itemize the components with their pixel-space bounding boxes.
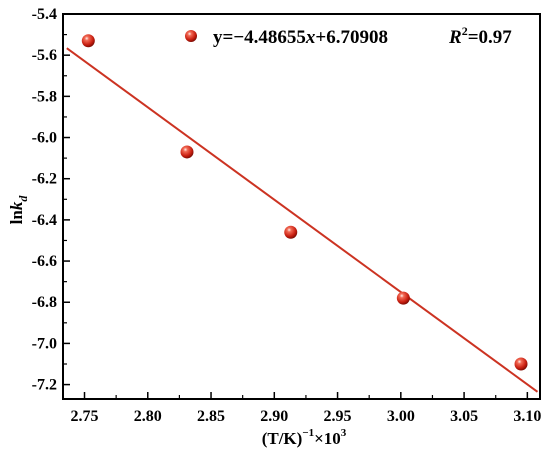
x-tick-label: 3.10: [513, 408, 541, 425]
y-tick-label: -5.6: [32, 47, 57, 64]
x-tick-label: 2.85: [197, 408, 225, 425]
x-tick-label: 3.05: [450, 408, 478, 425]
y-axis-title-main: ln: [7, 210, 26, 225]
legend-r-value: =0.97: [468, 27, 513, 48]
plot-frame: [62, 13, 541, 400]
x-axis-title-main: (T/K): [262, 429, 303, 448]
y-tick-label: -7.0: [32, 335, 57, 352]
y-tick-label: -6.0: [32, 130, 57, 147]
y-tick-label: -6.2: [32, 171, 57, 188]
legend-marker: [185, 30, 197, 42]
legend-eq-prefix: y=−4.48655: [213, 27, 306, 48]
legend-r-squared: R2=0.97: [448, 24, 512, 48]
y-tick-label: -6.6: [32, 253, 57, 270]
y-tick-label: -6.4: [32, 212, 57, 229]
fit-line: [66, 47, 539, 393]
x-axis-title-sup2: 3: [341, 427, 347, 439]
x-tick-label: 3.00: [387, 408, 415, 425]
y-tick-label: -5.8: [32, 88, 57, 105]
legend-eq-var: x: [305, 27, 316, 48]
legend-r-var: R: [448, 27, 462, 48]
y-axis-title-sub: d: [16, 195, 30, 202]
legend-equation: y=−4.48655x+6.70908: [213, 27, 388, 48]
x-axis-title-times: ×10: [314, 429, 341, 448]
y-tick-label: -6.8: [32, 294, 57, 311]
x-tick-label: 2.90: [260, 408, 288, 425]
x-axis-title: (T/K)−1×103: [262, 427, 347, 448]
y-tick-label: -7.2: [32, 377, 57, 394]
data-points: [81, 34, 528, 371]
y-tick-label: -5.4: [32, 6, 57, 23]
y-axis-title: lnkd: [7, 195, 30, 225]
x-tick-label: 2.75: [71, 408, 99, 425]
legend-eq-suffix: +6.70908: [315, 27, 388, 48]
y-axis-title-italic: k: [7, 201, 26, 210]
y-axis-ticks: -5.4 -5.6 -5.8 -6.0 -6.2 -6.4 -6.6 -6.8 -7.0 -7.2: [32, 6, 70, 394]
x-axis-ticks: 2.75 2.80 2.85 2.90 2.95 3.00 3.05 3.10: [71, 392, 541, 425]
x-axis-title-sup1: −1: [302, 427, 314, 439]
data-point: [284, 225, 298, 239]
legend-r-sup: 2: [462, 24, 468, 38]
x-tick-label: 2.80: [134, 408, 162, 425]
data-point: [514, 357, 528, 371]
data-point: [396, 291, 410, 305]
data-point: [81, 34, 95, 48]
data-point: [180, 145, 194, 159]
x-tick-label: 2.95: [324, 408, 352, 425]
